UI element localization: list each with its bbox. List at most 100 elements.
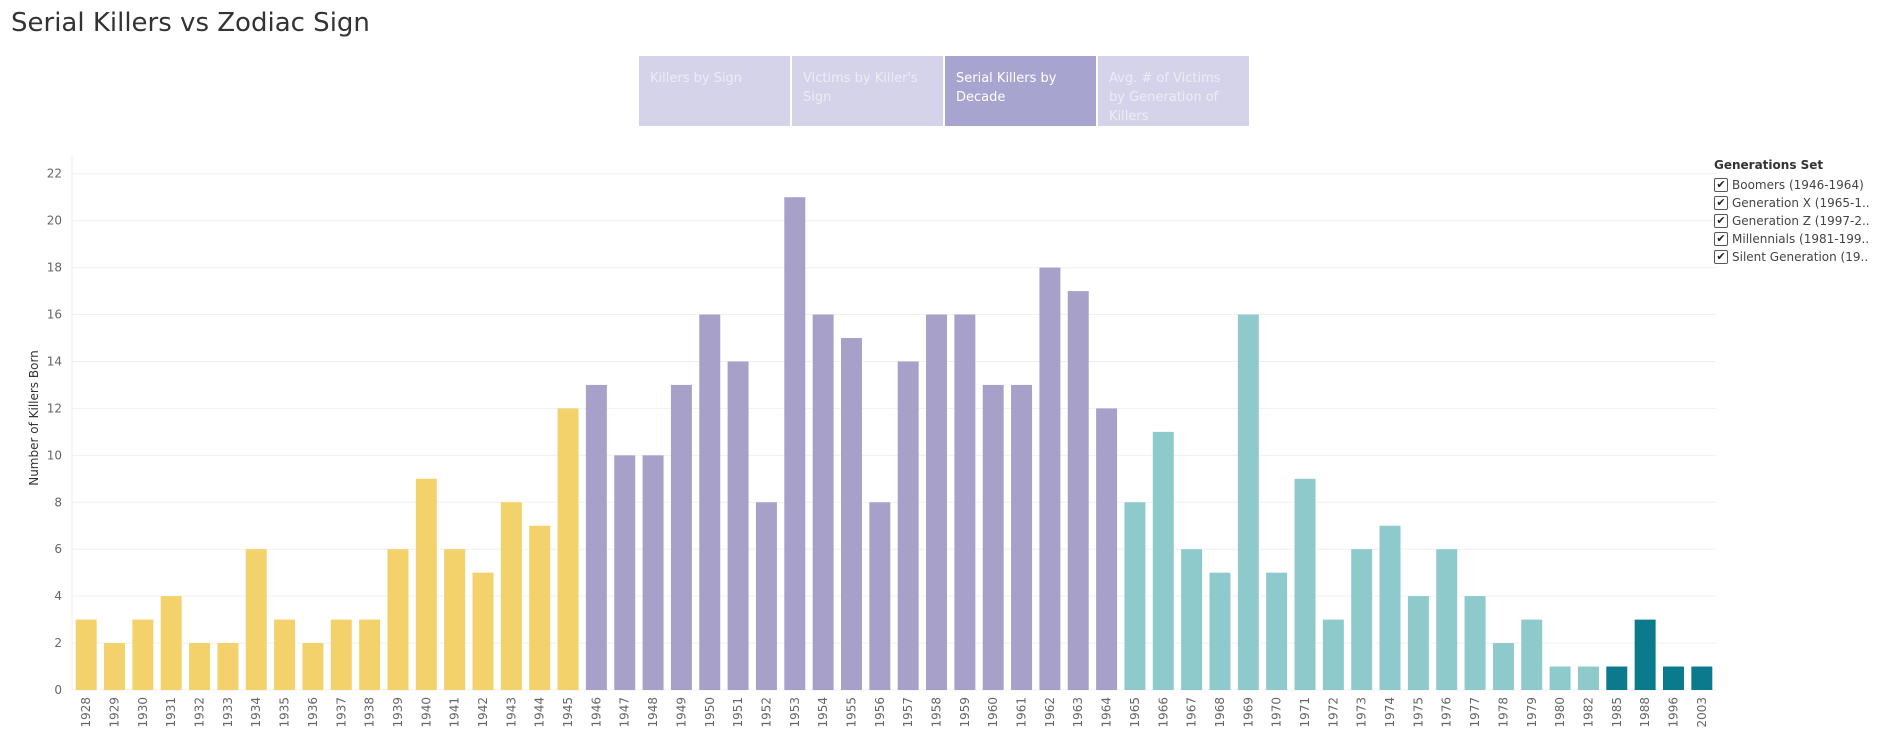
y-tick-label: 8	[54, 495, 62, 509]
bar-1976[interactable]	[1436, 549, 1458, 690]
x-tick-label: 1945	[561, 697, 575, 728]
tab-victims-by-killers-sign[interactable]: Victims by Killer's Sign	[792, 56, 943, 126]
bar-1935[interactable]	[274, 619, 296, 690]
bar-1985[interactable]	[1606, 666, 1628, 690]
x-tick-label: 1938	[363, 697, 377, 728]
x-tick-label: 1951	[731, 697, 745, 728]
bar-1941[interactable]	[444, 549, 466, 690]
legend-label: Boomers (1946-1964)	[1732, 178, 1864, 192]
checkbox-checked-icon[interactable]: ✔	[1714, 250, 1728, 264]
bar-1946[interactable]	[585, 384, 607, 690]
bar-1950[interactable]	[699, 314, 721, 690]
y-tick-label: 6	[54, 542, 62, 556]
bar-1931[interactable]	[160, 596, 182, 690]
tab-serial-killers-by-decade[interactable]: Serial Killers by Decade	[945, 56, 1096, 126]
bar-1930[interactable]	[132, 619, 154, 690]
bar-1973[interactable]	[1351, 549, 1373, 690]
x-tick-label: 1950	[703, 697, 717, 728]
x-tick-label: 1953	[788, 697, 802, 728]
legend-item-generation-z[interactable]: ✔ Generation Z (1997-2..	[1714, 212, 1881, 230]
bar-1949[interactable]	[670, 384, 692, 690]
bar-1932[interactable]	[189, 643, 211, 690]
bar-1988[interactable]	[1634, 619, 1656, 690]
bar-1961[interactable]	[1011, 384, 1033, 690]
checkbox-checked-icon[interactable]: ✔	[1714, 214, 1728, 228]
bar-1972[interactable]	[1322, 619, 1344, 690]
bar-1980[interactable]	[1549, 666, 1571, 690]
x-tick-label: 1976	[1440, 697, 1454, 728]
bar-1928[interactable]	[75, 619, 97, 690]
x-tick-label: 1973	[1355, 697, 1369, 728]
bar-1945[interactable]	[557, 408, 579, 690]
bar-1971[interactable]	[1294, 478, 1316, 690]
bar-1970[interactable]	[1266, 572, 1288, 690]
bar-1966[interactable]	[1152, 431, 1174, 690]
bar-1956[interactable]	[869, 502, 891, 690]
x-tick-label: 1933	[221, 697, 235, 728]
bar-1943[interactable]	[500, 502, 522, 690]
bar-1977[interactable]	[1464, 596, 1486, 690]
bar-1954[interactable]	[812, 314, 834, 690]
bar-1957[interactable]	[897, 361, 919, 690]
bar-1964[interactable]	[1096, 408, 1118, 690]
bar-1955[interactable]	[840, 338, 862, 690]
bar-1933[interactable]	[217, 643, 239, 690]
bar-1969[interactable]	[1237, 314, 1259, 690]
tab-killers-by-sign[interactable]: Killers by Sign	[639, 56, 790, 126]
legend-title: Generations Set	[1714, 158, 1824, 172]
checkbox-checked-icon[interactable]: ✔	[1714, 178, 1728, 192]
x-tick-label: 1930	[136, 697, 150, 728]
bar-1975[interactable]	[1407, 596, 1429, 690]
checkbox-checked-icon[interactable]: ✔	[1714, 232, 1728, 246]
x-tick-label: 1932	[193, 697, 207, 728]
bar-1982[interactable]	[1577, 666, 1599, 690]
bar-1940[interactable]	[415, 478, 437, 690]
x-tick-label: 1982	[1581, 697, 1595, 728]
bar-1960[interactable]	[982, 384, 1004, 690]
bar-1937[interactable]	[330, 619, 352, 690]
x-tick-label: 1929	[108, 697, 122, 728]
bar-1979[interactable]	[1521, 619, 1543, 690]
bar-2003[interactable]	[1691, 666, 1713, 690]
x-tick-label: 1977	[1468, 697, 1482, 728]
bar-1944[interactable]	[529, 525, 551, 690]
legend-item-silent-generation[interactable]: ✔ Silent Generation (19..	[1714, 248, 1881, 266]
bar-1948[interactable]	[642, 455, 664, 690]
y-tick-label: 16	[47, 308, 62, 322]
bar-1978[interactable]	[1492, 643, 1514, 690]
bar-1951[interactable]	[727, 361, 749, 690]
bar-1953[interactable]	[784, 197, 806, 690]
bar-1947[interactable]	[614, 455, 636, 690]
x-tick-label: 1940	[419, 697, 433, 728]
bar-1958[interactable]	[926, 314, 948, 690]
bar-1968[interactable]	[1209, 572, 1231, 690]
bar-1959[interactable]	[954, 314, 976, 690]
bar-1929[interactable]	[104, 643, 126, 690]
bar-1952[interactable]	[755, 502, 777, 690]
legend-item-generation-x[interactable]: ✔ Generation X (1965-1..	[1714, 194, 1881, 212]
bar-1965[interactable]	[1124, 502, 1146, 690]
x-tick-label: 1967	[1185, 697, 1199, 728]
x-tick-label: 1975	[1411, 697, 1425, 728]
x-tick-label: 1966	[1156, 697, 1170, 728]
x-tick-label: 1960	[986, 697, 1000, 728]
bar-1967[interactable]	[1181, 549, 1203, 690]
bar-1974[interactable]	[1379, 525, 1401, 690]
x-tick-label: 1970	[1270, 697, 1284, 728]
tab-avg-victims-by-generation[interactable]: Avg. # of Victims by Generation of Kille…	[1098, 56, 1249, 126]
legend-item-boomers[interactable]: ✔ Boomers (1946-1964)	[1714, 176, 1881, 194]
bar-1963[interactable]	[1067, 291, 1089, 690]
x-tick-label: 1928	[79, 697, 93, 728]
bar-1942[interactable]	[472, 572, 494, 690]
bar-1962[interactable]	[1039, 267, 1061, 690]
checkbox-checked-icon[interactable]: ✔	[1714, 196, 1728, 210]
bar-1934[interactable]	[245, 549, 267, 690]
bar-1996[interactable]	[1662, 666, 1684, 690]
legend-item-millennials[interactable]: ✔ Millennials (1981-199..	[1714, 230, 1881, 248]
x-tick-label: 1963	[1071, 697, 1085, 728]
bar-1938[interactable]	[359, 619, 381, 690]
bar-1939[interactable]	[387, 549, 409, 690]
bar-1936[interactable]	[302, 643, 324, 690]
x-tick-label: 1956	[873, 697, 887, 728]
x-tick-label: 1974	[1383, 697, 1397, 728]
